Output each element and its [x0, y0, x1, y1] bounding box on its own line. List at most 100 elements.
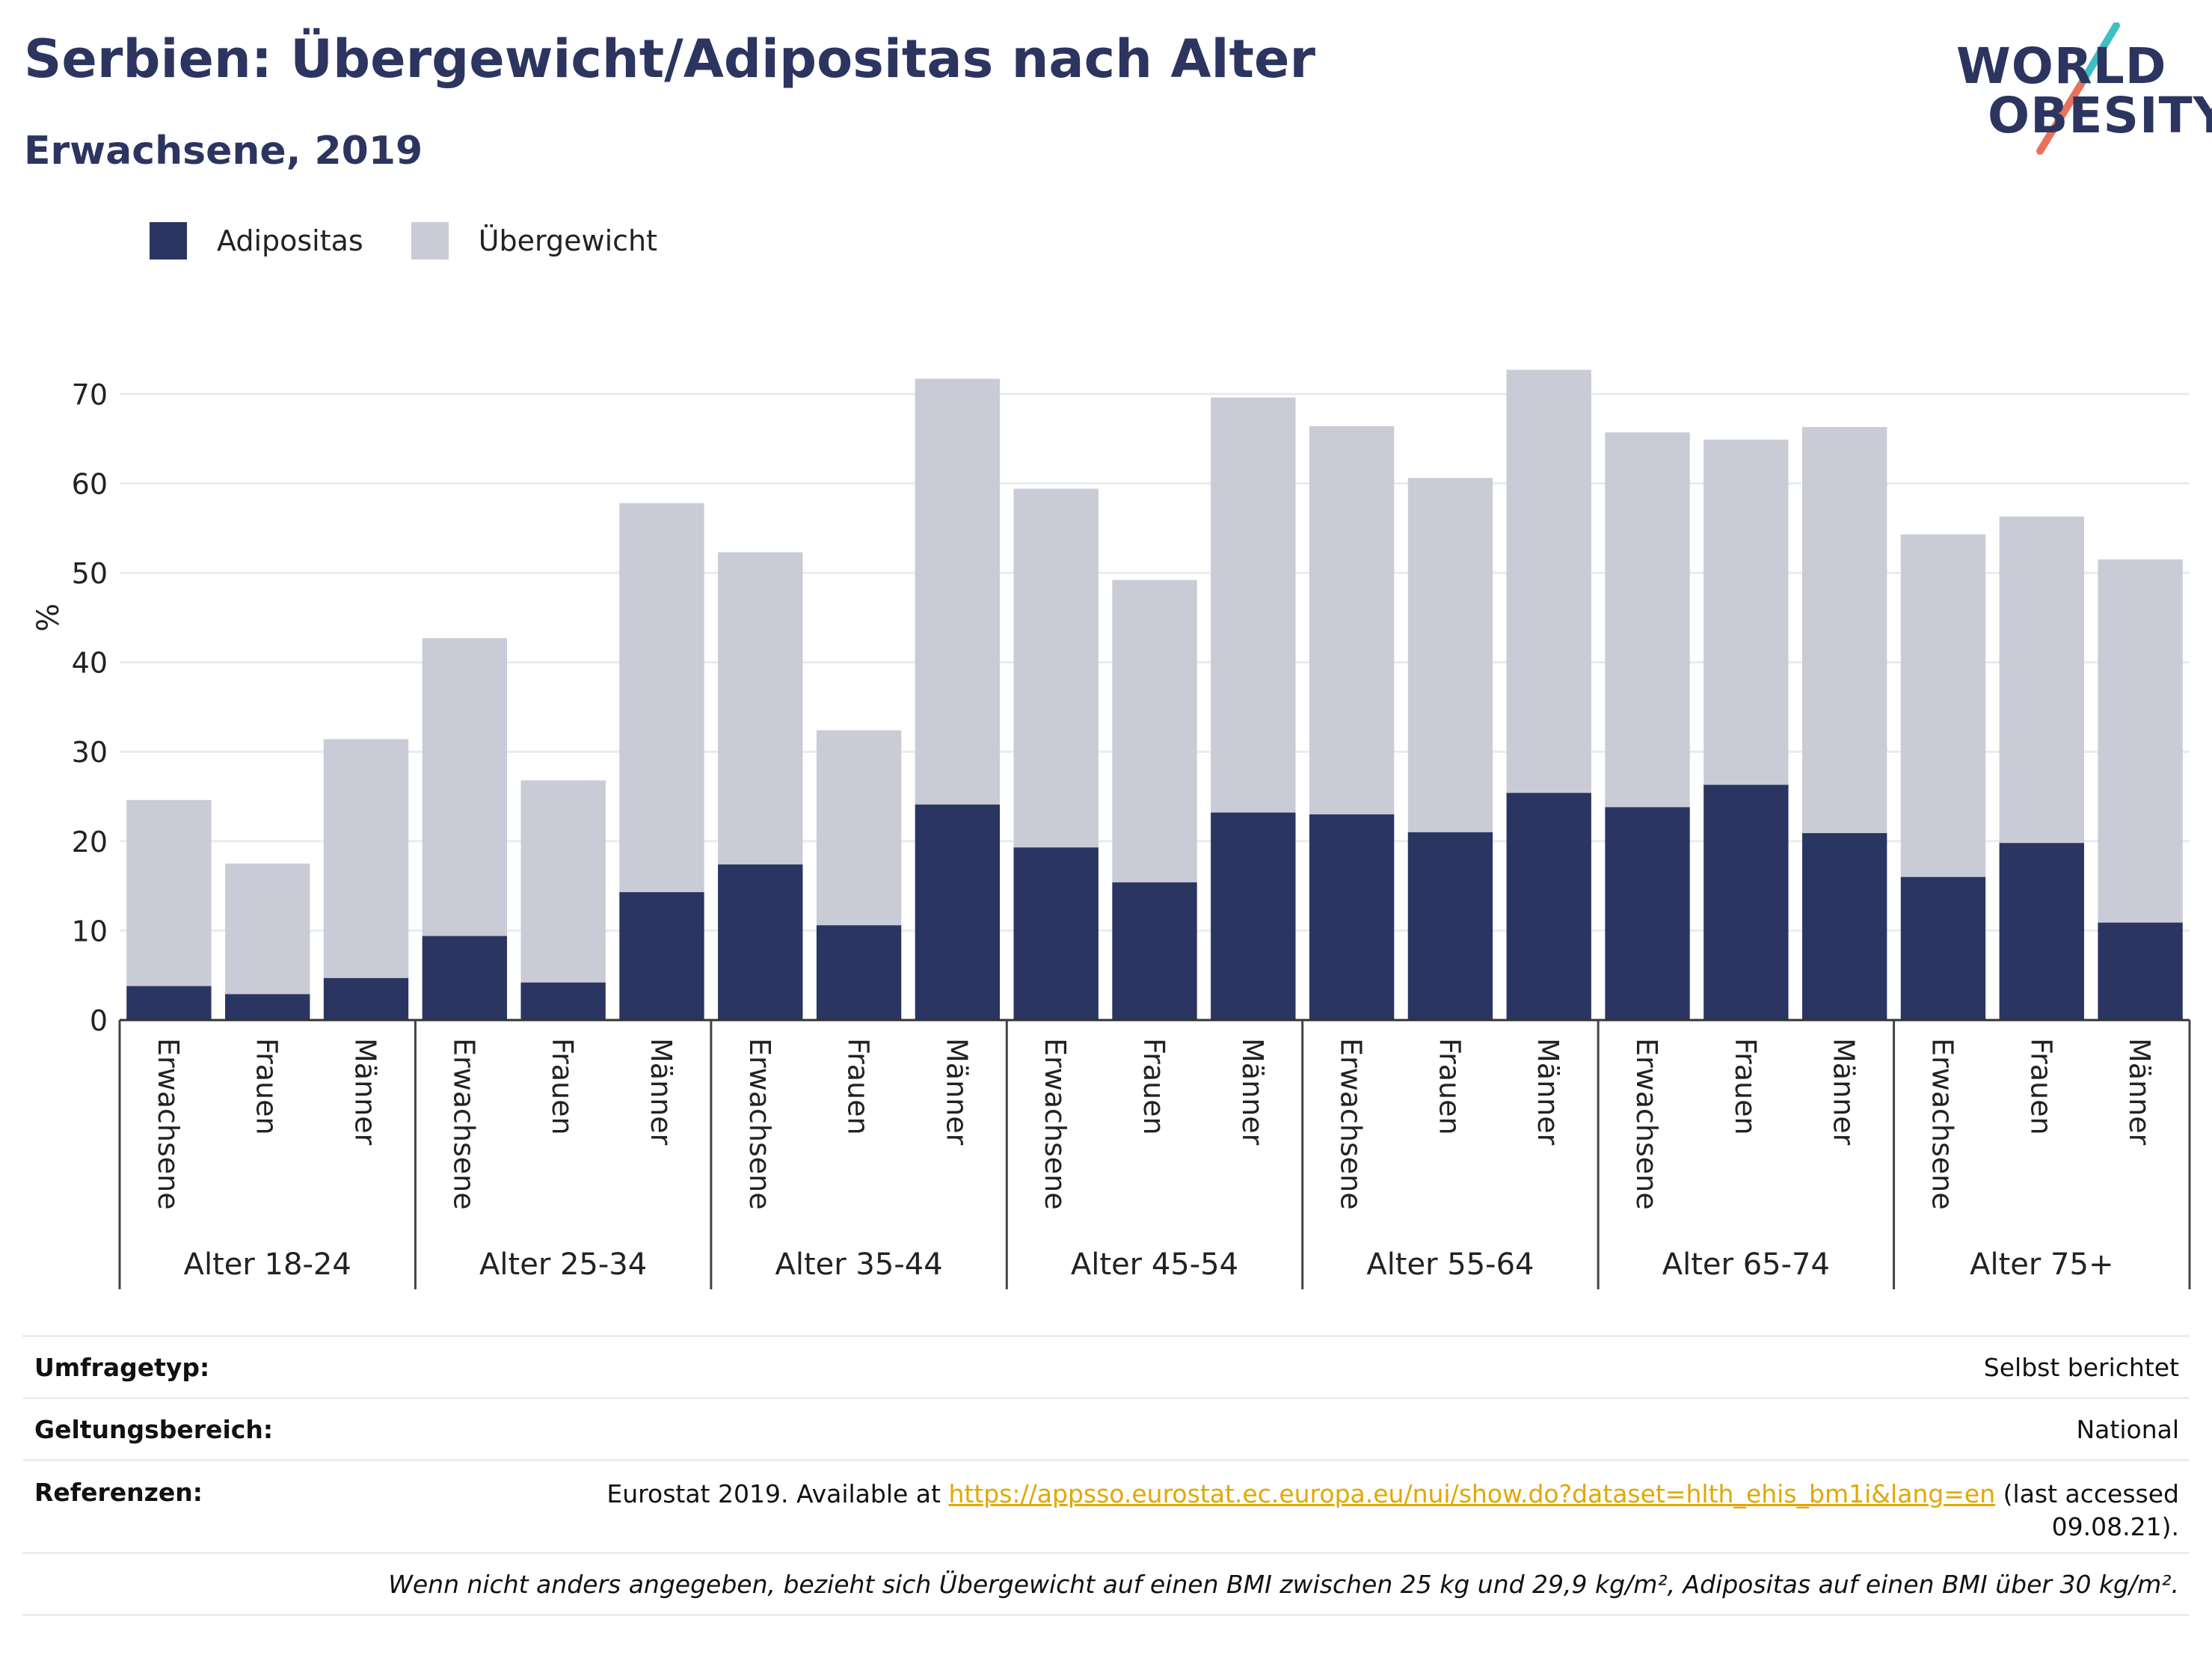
bar-adipositas — [1506, 793, 1591, 1020]
bar-adipositas — [1605, 807, 1690, 1020]
meta-row-note: Wenn nicht anders angegeben, bezieht sic… — [22, 1552, 2190, 1616]
bar-adipositas — [126, 986, 212, 1020]
bar-uebergewicht — [1703, 439, 1789, 785]
y-tick-label: 40 — [72, 647, 108, 680]
bar-adipositas — [915, 804, 1001, 1020]
logo-slash-icon — [2036, 22, 2120, 155]
bar-adipositas — [1801, 833, 1887, 1020]
bar-adipositas — [1999, 843, 2084, 1020]
legend-item-uebergewicht: Übergewicht — [411, 222, 657, 260]
bar-uebergewicht — [1211, 397, 1296, 813]
bar-adipositas — [718, 864, 803, 1020]
survey-type-key: Umfragetyp: — [34, 1352, 210, 1382]
x-subcategory-label: Männer — [349, 1038, 382, 1146]
bar-adipositas — [1407, 832, 1493, 1020]
x-group-label: Alter 18-24 — [184, 1247, 351, 1282]
y-axis-label: % — [31, 604, 66, 632]
bar-adipositas — [225, 994, 310, 1020]
page-subtitle: Erwachsene, 2019 — [24, 129, 423, 174]
scope-key: Geltungsbereich: — [34, 1414, 274, 1444]
x-subcategory-label: Frauen — [2024, 1038, 2057, 1135]
references-key: Referenzen: — [34, 1478, 203, 1507]
bar-uebergewicht — [1309, 426, 1395, 814]
y-tick-label: 30 — [72, 736, 108, 769]
bar-adipositas — [422, 936, 508, 1020]
bar-adipositas — [1211, 812, 1296, 1020]
bar-uebergewicht — [520, 780, 606, 983]
x-subcategory-label: Männer — [2123, 1038, 2156, 1146]
bar-uebergewicht — [1605, 432, 1690, 808]
bar-adipositas — [520, 982, 606, 1020]
y-tick-label: 20 — [72, 826, 108, 859]
bar-uebergewicht — [1900, 534, 1986, 877]
metadata-table: Umfragetyp: Selbst berichtet Geltungsber… — [22, 1335, 2190, 1616]
bar-adipositas — [323, 977, 409, 1020]
bar-uebergewicht — [1407, 478, 1493, 832]
bar-adipositas — [2098, 922, 2183, 1020]
bar-adipositas — [1703, 784, 1789, 1020]
x-subcategory-label: Frauen — [1137, 1038, 1170, 1135]
bar-uebergewicht — [1999, 516, 2084, 844]
bar-uebergewicht — [126, 799, 212, 986]
x-group-label: Alter 35-44 — [775, 1247, 942, 1282]
x-subcategory-label: Erwachsene — [447, 1038, 480, 1210]
bar-uebergewicht — [915, 378, 1001, 805]
bar-uebergewicht — [2098, 559, 2183, 923]
x-group-label: Alter 45-54 — [1071, 1247, 1238, 1282]
x-subcategory-label: Männer — [1828, 1038, 1861, 1146]
page-title: Serbien: Übergewicht/Adipositas nach Alt… — [24, 28, 1315, 90]
y-tick-label: 50 — [72, 557, 108, 590]
legend: Adipositas Übergewicht — [150, 221, 705, 260]
x-group-label: Alter 75+ — [1970, 1247, 2113, 1282]
bar-adipositas — [816, 925, 902, 1020]
y-tick-label: 70 — [72, 378, 108, 411]
x-group-label: Alter 55-64 — [1366, 1247, 1534, 1282]
x-subcategory-label: Männer — [1531, 1038, 1564, 1146]
bmi-note: Wenn nicht anders angegeben, bezieht sic… — [388, 1569, 2179, 1599]
bar-adipositas — [1112, 882, 1197, 1020]
reference-date: 09.08.21). — [2051, 1512, 2179, 1541]
reference-prefix: Eurostat 2019. Available at — [606, 1479, 941, 1508]
y-tick-label: 0 — [90, 1004, 108, 1037]
legend-swatch-uebergewicht — [411, 222, 449, 260]
bar-uebergewicht — [1506, 369, 1591, 793]
meta-row-survey: Umfragetyp: Selbst berichtet — [22, 1335, 2190, 1397]
bar-adipositas — [1309, 814, 1395, 1020]
legend-item-adipositas: Adipositas — [150, 222, 363, 260]
logo-line-obesity: OBESITY — [1988, 87, 2212, 144]
bar-uebergewicht — [225, 863, 310, 995]
legend-label-adipositas: Adipositas — [217, 224, 363, 257]
survey-type-value: Selbst berichtet — [1983, 1352, 2179, 1382]
y-tick-label: 10 — [72, 915, 108, 948]
x-subcategory-label: Männer — [940, 1038, 973, 1146]
x-subcategory-label: Frauen — [1729, 1038, 1762, 1135]
x-subcategory-label: Erwachsene — [743, 1038, 776, 1210]
bar-uebergewicht — [323, 739, 409, 978]
meta-row-scope: Geltungsbereich: National — [22, 1397, 2190, 1459]
x-subcategory-label: Frauen — [251, 1038, 283, 1135]
x-subcategory-label: Erwachsene — [1926, 1038, 1958, 1210]
bar-uebergewicht — [1013, 488, 1099, 848]
bar-adipositas — [1900, 876, 1986, 1020]
bar-uebergewicht — [619, 503, 704, 892]
bar-uebergewicht — [1112, 580, 1197, 882]
reference-link[interactable]: https://appsso.eurostat.ec.europa.eu/nui… — [948, 1479, 1996, 1508]
logo-line-world: WORLD — [1956, 37, 2167, 95]
bar-adipositas — [619, 891, 704, 1020]
bar-uebergewicht — [816, 730, 902, 926]
reference-suffix: (last accessed — [2003, 1479, 2179, 1508]
scope-value: National — [2076, 1414, 2179, 1444]
y-tick-label: 60 — [72, 467, 108, 500]
x-group-label: Alter 65-74 — [1662, 1247, 1830, 1282]
world-obesity-logo: WORLD OBESITY — [1944, 22, 2212, 157]
x-subcategory-label: Erwachsene — [1039, 1038, 1072, 1210]
x-subcategory-label: Männer — [645, 1038, 678, 1146]
legend-swatch-adipositas — [150, 222, 187, 260]
meta-row-references: Referenzen: Eurostat 2019. Available at … — [22, 1459, 2190, 1552]
x-subcategory-label: Frauen — [546, 1038, 579, 1135]
bar-uebergewicht — [718, 552, 803, 865]
x-subcategory-label: Erwachsene — [1335, 1038, 1368, 1210]
bar-uebergewicht — [1801, 427, 1887, 834]
x-subcategory-label: Männer — [1236, 1038, 1269, 1146]
x-subcategory-label: Erwachsene — [1630, 1038, 1663, 1210]
